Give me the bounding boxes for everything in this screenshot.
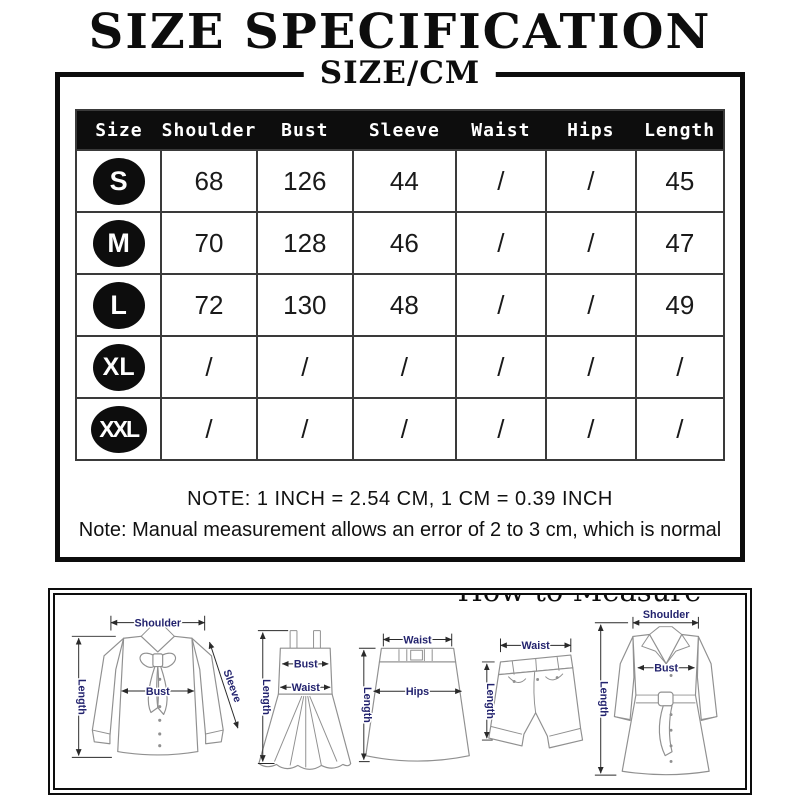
cell-xxl-length: / xyxy=(634,397,725,461)
skirt-dimension-lines xyxy=(358,633,463,763)
cell-l-length: 49 xyxy=(634,273,725,337)
cell-m-sleeve: 46 xyxy=(351,211,457,275)
size-badge-m: M xyxy=(92,219,145,267)
table-row-s: S 68 126 44 / / 45 xyxy=(75,149,725,213)
dress-length-label: Length xyxy=(259,679,271,715)
dress-waist-label: Waist xyxy=(291,682,320,694)
column-header-bust: Bust xyxy=(256,109,354,151)
size-badge-l: L xyxy=(92,281,145,329)
dress-measure-diagram: Length Bust Waist xyxy=(257,630,351,770)
cell-xl-bust: / xyxy=(255,335,354,399)
column-header-waist: Waist xyxy=(455,109,547,151)
cell-m-bust: 128 xyxy=(255,211,354,275)
coat-bust-label: Bust xyxy=(654,663,678,675)
dress-bust-label: Bust xyxy=(293,659,317,671)
cell-m-waist: / xyxy=(454,211,547,275)
garment-diagrams-row: Shoulder Length Bust Sleeve Length Bust xyxy=(55,595,745,788)
table-row-m: M 70 128 46 / / 47 xyxy=(75,211,725,275)
note-inch-cm-conversion: NOTE: 1 INCH = 2.54 CM, 1 CM = 0.39 INCH xyxy=(187,488,613,510)
cell-xl-hips: / xyxy=(544,335,637,399)
shorts-measure-diagram: Waist Length xyxy=(482,638,584,749)
blouse-outline xyxy=(91,626,224,756)
page-title: SIZE SPECIFICATION xyxy=(88,4,712,60)
note-measurement-tolerance: Note: Manual measurement allows an error… xyxy=(78,519,722,541)
cell-xl-waist: / xyxy=(454,335,547,399)
skirt-waist-label: Waist xyxy=(403,634,432,646)
shorts-waist-label: Waist xyxy=(522,640,551,652)
dress-outline xyxy=(257,630,351,770)
shorts-outline xyxy=(488,654,584,749)
column-header-hips: Hips xyxy=(545,109,637,151)
skirt-hips-label: Hips xyxy=(406,686,429,698)
cell-xxl-waist: / xyxy=(454,397,547,461)
dress-dimension-lines xyxy=(257,630,331,764)
table-row-l: L 72 130 48 / / 49 xyxy=(75,273,725,337)
column-header-shoulder: Shoulder xyxy=(160,109,258,151)
size-badge-xl: XL xyxy=(92,343,145,391)
size-table: Size Shoulder Bust Sleeve Waist Hips Len… xyxy=(75,109,725,461)
cell-l-bust: 130 xyxy=(255,273,354,337)
coat-measure-diagram: Shoulder Bust Length xyxy=(594,607,718,776)
cell-xl-shoulder: / xyxy=(160,335,258,399)
cell-l-sleeve: 48 xyxy=(351,273,457,337)
coat-length-label: Length xyxy=(597,681,609,717)
cell-l-waist: / xyxy=(454,273,547,337)
size-badge-s: S xyxy=(92,157,145,205)
cell-xxl-hips: / xyxy=(544,397,637,461)
size-badge-xxl: XXL xyxy=(90,405,147,453)
cell-xl-sleeve: / xyxy=(351,335,457,399)
column-header-sleeve: Sleeve xyxy=(352,109,457,151)
coat-shoulder-label: Shoulder xyxy=(642,609,689,621)
skirt-length-label: Length xyxy=(361,687,373,723)
how-to-measure-panel: How to Measure xyxy=(48,588,752,795)
blouse-length-label: Length xyxy=(76,679,88,715)
blouse-dimension-lines xyxy=(71,615,239,758)
shorts-length-label: Length xyxy=(484,683,496,719)
cell-xxl-shoulder: / xyxy=(160,397,258,461)
coat-dimension-lines xyxy=(594,616,699,776)
cell-s-waist: / xyxy=(454,149,547,213)
how-to-measure-heading: How to Measure xyxy=(449,595,710,608)
table-row-xxl: XXL / / / / / / xyxy=(75,397,725,461)
cell-s-shoulder: 68 xyxy=(160,149,258,213)
coat-outline xyxy=(613,626,718,776)
size-chart-box: SIZE/CM Size Shoulder Bust Sleeve Waist … xyxy=(55,55,745,562)
column-header-length: Length xyxy=(635,109,725,151)
size-unit-heading: SIZE/CM xyxy=(303,55,497,91)
shorts-dimension-lines xyxy=(482,638,572,741)
blouse-shoulder-label: Shoulder xyxy=(135,618,182,630)
blouse-bust-label: Bust xyxy=(146,686,170,698)
cell-s-hips: / xyxy=(544,149,637,213)
cell-l-shoulder: 72 xyxy=(160,273,258,337)
skirt-measure-diagram: Waist Hips Length xyxy=(358,633,470,763)
cell-xxl-sleeve: / xyxy=(351,397,457,461)
table-header-row: Size Shoulder Bust Sleeve Waist Hips Len… xyxy=(75,109,725,151)
cell-s-sleeve: 44 xyxy=(351,149,457,213)
cell-m-shoulder: 70 xyxy=(160,211,258,275)
cell-m-hips: / xyxy=(544,211,637,275)
column-header-size: Size xyxy=(75,109,162,151)
table-row-xl: XL / / / / / / xyxy=(75,335,725,399)
cell-m-length: 47 xyxy=(634,211,725,275)
cell-s-length: 45 xyxy=(634,149,725,213)
blouse-measure-diagram: Shoulder Length Bust Sleeve xyxy=(71,615,245,758)
cell-l-hips: / xyxy=(544,273,637,337)
cell-xxl-bust: / xyxy=(255,397,354,461)
skirt-outline xyxy=(365,647,470,762)
cell-s-bust: 126 xyxy=(255,149,354,213)
cell-xl-length: / xyxy=(634,335,725,399)
